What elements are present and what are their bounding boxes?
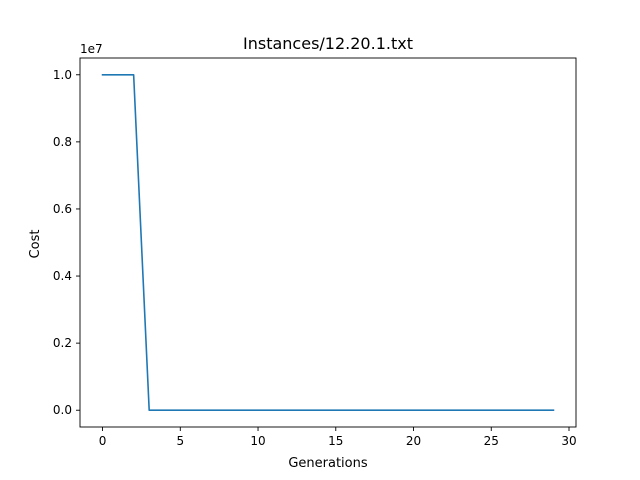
y-tick-label: 0.8	[53, 135, 72, 149]
series-line-0	[101, 73, 555, 412]
plot-frame	[79, 57, 577, 428]
x-axis-label: Generations	[288, 456, 368, 471]
y-tick-label: 0.0	[53, 403, 72, 417]
chart-title: Instances/12.20.1.txt	[243, 34, 413, 53]
x-tick-label: 10	[250, 434, 265, 448]
y-tick-label: 0.2	[53, 336, 72, 350]
y-multiplier-label: 1e7	[80, 42, 103, 56]
x-tick-label: 20	[406, 434, 421, 448]
y-axis-label: Cost	[28, 230, 43, 259]
x-tick-label: 5	[176, 434, 184, 448]
y-tick-label: 0.6	[53, 202, 72, 216]
x-tick-label: 30	[561, 434, 576, 448]
y-tick-label: 1.0	[53, 68, 72, 82]
x-tick-label: 25	[484, 434, 499, 448]
x-tick-label: 0	[99, 434, 107, 448]
x-tick-label: 15	[328, 434, 343, 448]
y-tick-label: 0.4	[53, 269, 72, 283]
